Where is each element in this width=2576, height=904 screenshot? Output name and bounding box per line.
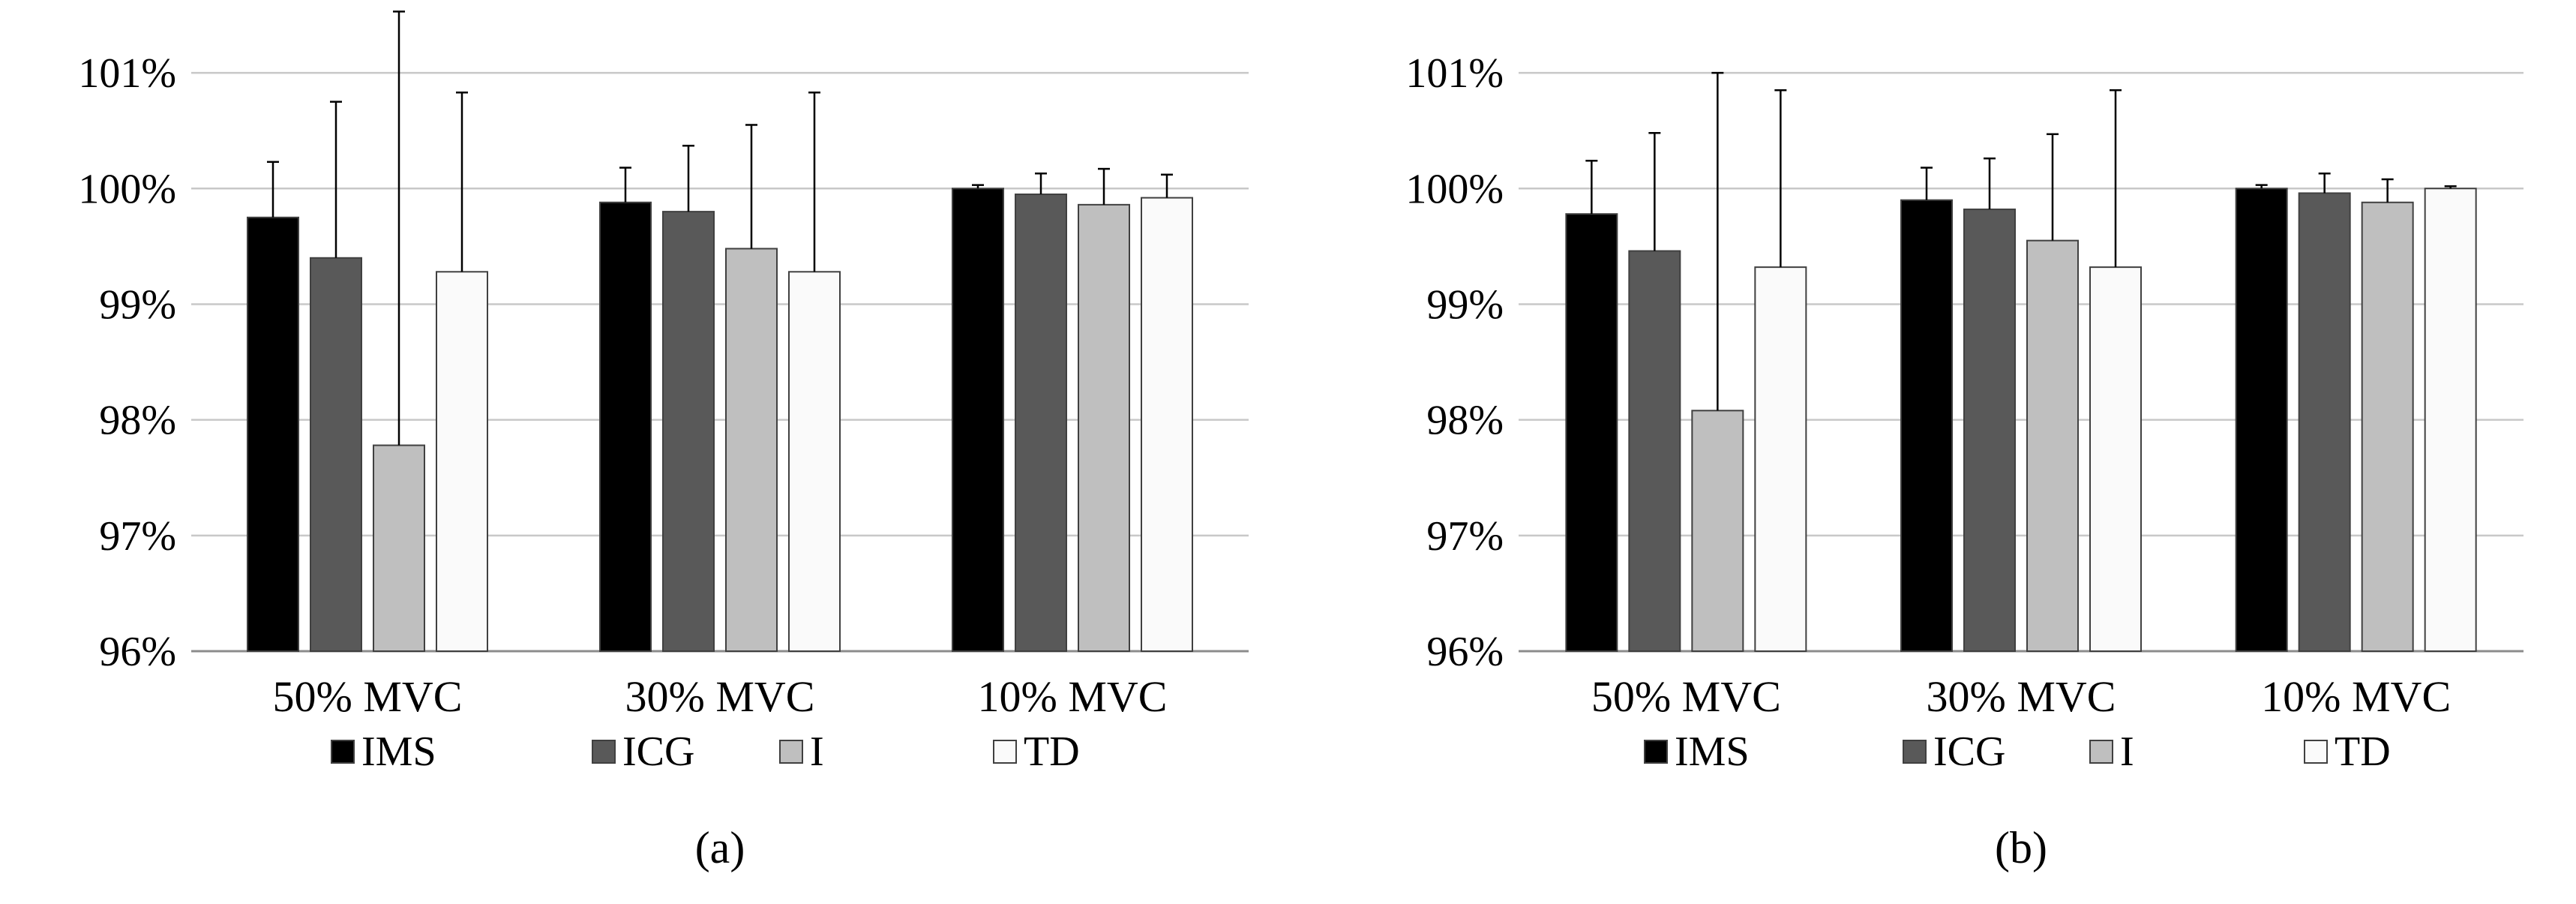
category-label: 30% MVC bbox=[1927, 672, 2116, 721]
bar-ims-3 bbox=[952, 188, 1004, 653]
legend-label-td: TD bbox=[1024, 728, 1080, 775]
bar-td-2 bbox=[788, 271, 841, 652]
category-label: 50% MVC bbox=[1591, 672, 1781, 721]
y-tick-label: 97% bbox=[99, 513, 176, 560]
bar-icg-1 bbox=[310, 257, 362, 653]
y-tick-label: 96% bbox=[1426, 629, 1504, 675]
legend-label-ims: IMS bbox=[1675, 728, 1750, 775]
bar-ims-1 bbox=[1565, 213, 1618, 652]
bar-icg-2 bbox=[1963, 209, 2016, 652]
legend-swatch-icg bbox=[592, 740, 616, 764]
legend-label-ims: IMS bbox=[361, 728, 436, 775]
bar-i-3 bbox=[2361, 201, 2414, 652]
legend-swatch-i bbox=[779, 740, 803, 764]
bar-icg-2 bbox=[662, 211, 715, 653]
y-tick-label: 101% bbox=[78, 50, 176, 97]
bar-ims-2 bbox=[599, 201, 652, 652]
bar-i-1 bbox=[1691, 410, 1744, 652]
y-tick-label: 98% bbox=[99, 398, 176, 444]
panel-label: (b) bbox=[1995, 823, 2047, 872]
bar-td-3 bbox=[2424, 188, 2477, 653]
chart-panel-1: 96% 97% 98% 99% 100% 101% 50% MVC 30% MVC 10% MV… bbox=[78, 11, 1249, 872]
panel-label: (a) bbox=[695, 823, 745, 872]
legend-label-i: I bbox=[810, 728, 824, 775]
y-tick-label: 98% bbox=[1426, 398, 1504, 444]
y-tick-label: 99% bbox=[99, 281, 176, 328]
category-label: 10% MVC bbox=[2261, 672, 2451, 721]
legend-label-i: I bbox=[2120, 728, 2134, 775]
y-tick-label: 100% bbox=[78, 166, 176, 212]
legend-label-td: TD bbox=[2335, 728, 2391, 775]
category-label: 50% MVC bbox=[273, 672, 463, 721]
bar-td-2 bbox=[2089, 266, 2142, 652]
y-tick-label: 96% bbox=[99, 629, 176, 675]
bar-icg-3 bbox=[1015, 193, 1067, 652]
bar-td-1 bbox=[1754, 266, 1807, 652]
bar-i-3 bbox=[1078, 203, 1130, 653]
legend-swatch-ims bbox=[331, 740, 355, 764]
chart-panel-2: 96% 97% 98% 99% 100% 101% 50% MVC 30% MVC 10% MV… bbox=[1405, 50, 2524, 872]
legend-swatch-ims bbox=[1644, 740, 1668, 764]
legend-label-icg: ICG bbox=[622, 728, 694, 775]
bar-ims-1 bbox=[247, 216, 299, 652]
bar-ims-2 bbox=[1900, 199, 1953, 652]
bar-i-1 bbox=[373, 444, 425, 652]
legend-swatch-icg bbox=[1903, 740, 1927, 764]
legend-label-icg: ICG bbox=[1933, 728, 2005, 775]
y-tick-label: 97% bbox=[1426, 513, 1504, 560]
bar-icg-3 bbox=[2298, 192, 2351, 652]
y-tick-label: 101% bbox=[1405, 50, 1504, 97]
y-tick-label: 100% bbox=[1405, 166, 1504, 212]
category-label: 30% MVC bbox=[625, 672, 815, 721]
bar-td-1 bbox=[436, 271, 488, 652]
bar-i-2 bbox=[725, 248, 778, 652]
legend-swatch-td bbox=[2304, 740, 2328, 764]
bar-i-2 bbox=[2026, 239, 2079, 652]
bar-icg-1 bbox=[1628, 250, 1681, 653]
bar-td-3 bbox=[1141, 197, 1193, 652]
legend-swatch-td bbox=[993, 740, 1017, 764]
legend-swatch-i bbox=[2089, 740, 2113, 764]
bar-ims-3 bbox=[2235, 188, 2288, 653]
y-tick-label: 99% bbox=[1426, 281, 1504, 328]
category-label: 10% MVC bbox=[978, 672, 1168, 721]
